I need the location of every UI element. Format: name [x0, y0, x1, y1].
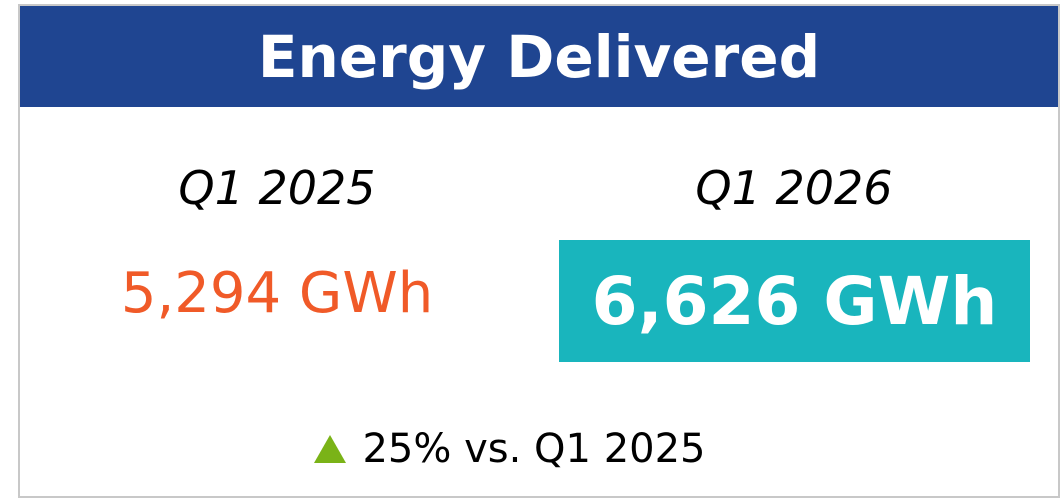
current-value-box: 6,626 GWh	[559, 240, 1030, 362]
up-triangle	[314, 435, 347, 463]
previous-period: Q1 2025	[178, 161, 376, 215]
current-period: Q1 2026	[695, 161, 893, 215]
kpi-card: Energy Delivered Q1 2025 Q1 2026 5,294 G…	[18, 4, 1060, 498]
card-title: Energy Delivered	[20, 6, 1058, 107]
change-text: 25% vs. Q1 2025	[362, 426, 706, 472]
previous-value: 5,294 GWh	[120, 261, 434, 326]
current-value: 6,626 GWh	[591, 262, 998, 340]
change-row: 25% vs. Q1 2025	[20, 426, 1058, 472]
